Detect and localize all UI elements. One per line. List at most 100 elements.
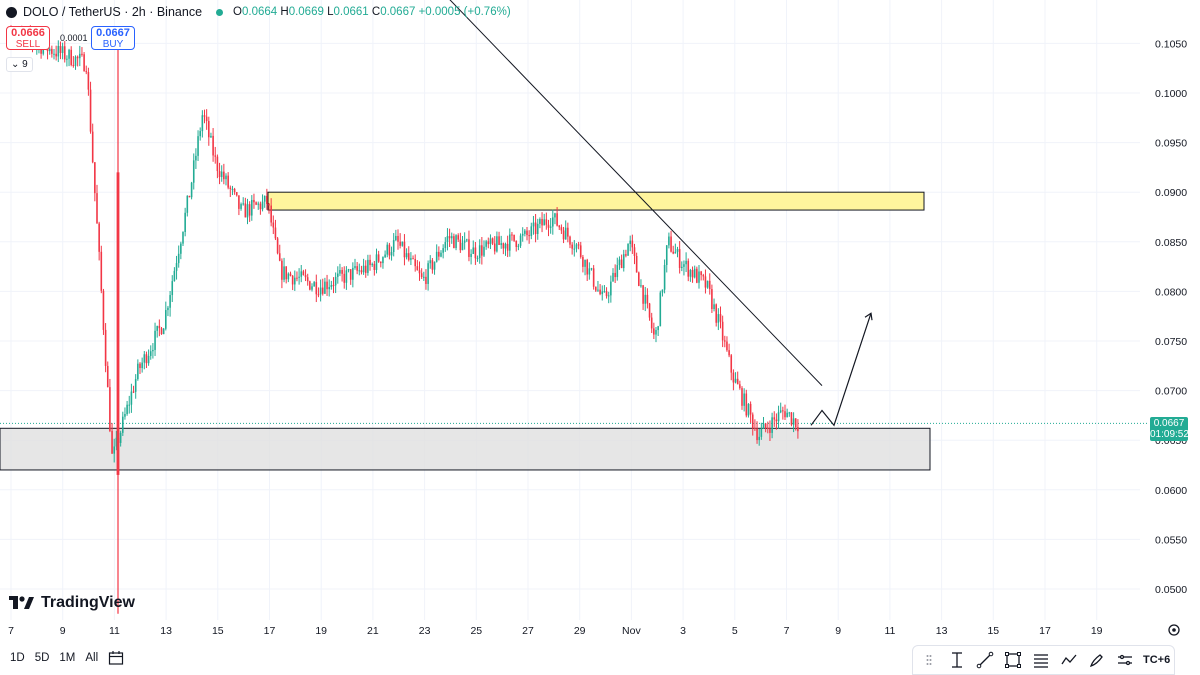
candle	[410, 252, 412, 266]
trend-line-icon[interactable]	[973, 648, 997, 672]
timezone-label[interactable]: TC+6	[1143, 654, 1171, 666]
candle	[681, 261, 683, 272]
last-price-tag: 0.0667 01:09:52	[1150, 417, 1189, 441]
tradingview-logo[interactable]: TradingView	[9, 594, 135, 612]
buy-label: BUY	[102, 39, 124, 50]
brand-name: TradingView	[41, 594, 135, 611]
candle	[104, 323, 107, 373]
candle	[287, 272, 290, 283]
candle	[134, 374, 137, 399]
buy-button[interactable]: 0.0667 BUY	[91, 26, 135, 50]
x-tick-label: 11	[884, 625, 895, 637]
candle	[661, 289, 664, 297]
candle	[635, 252, 638, 273]
candle	[782, 406, 784, 420]
candle	[708, 273, 711, 295]
candle	[689, 268, 692, 282]
candle	[784, 404, 786, 421]
candle	[298, 268, 300, 285]
candle	[96, 184, 98, 224]
range-1d[interactable]: 1D	[10, 652, 25, 664]
rectangle-icon[interactable]	[1001, 648, 1025, 672]
candle	[698, 264, 700, 289]
candle	[711, 284, 713, 313]
candle	[442, 244, 444, 259]
range-all[interactable]: All	[85, 652, 99, 664]
candle	[278, 244, 281, 262]
candle	[633, 243, 636, 265]
candle	[141, 357, 143, 373]
candle	[646, 288, 649, 309]
candle	[248, 201, 251, 222]
candle	[162, 327, 165, 335]
fib-icon[interactable]	[1029, 648, 1053, 672]
calendar-icon[interactable]	[108, 650, 124, 666]
brush-icon[interactable]	[1085, 648, 1109, 672]
candle	[640, 279, 642, 288]
candle	[276, 236, 279, 255]
candle	[552, 209, 554, 235]
bar-countdown: 01:09:52	[1150, 429, 1189, 440]
candle	[195, 148, 197, 169]
drag-handle-icon[interactable]	[917, 648, 941, 672]
support-zone	[0, 427, 931, 471]
candle	[246, 198, 249, 225]
range-1m[interactable]: 1M	[59, 652, 76, 664]
candle	[240, 202, 242, 211]
candle	[405, 248, 408, 260]
measure-icon[interactable]	[1113, 648, 1137, 672]
candle	[470, 249, 472, 265]
candle	[732, 369, 735, 391]
candle	[76, 55, 79, 67]
candle	[575, 243, 578, 253]
path-icon[interactable]	[1057, 648, 1081, 672]
candle	[453, 233, 455, 249]
candle	[751, 412, 754, 436]
candle	[416, 260, 419, 271]
x-tick-label: 15	[212, 625, 224, 637]
candle	[244, 197, 247, 218]
candle	[625, 249, 627, 258]
candle	[115, 430, 118, 451]
candle	[403, 234, 406, 266]
candle	[319, 279, 322, 302]
y-tick-label: 0.0900	[1155, 187, 1187, 199]
indicators-toggle[interactable]: ⌄ 9	[6, 57, 33, 72]
candle	[721, 315, 724, 348]
candle	[560, 224, 563, 234]
candle	[595, 286, 597, 292]
candle	[102, 288, 105, 335]
candle	[169, 290, 171, 317]
candle	[509, 228, 511, 257]
candle	[199, 127, 201, 141]
candle	[657, 325, 659, 337]
market-open-icon	[216, 8, 224, 16]
candle	[468, 230, 470, 262]
candle	[775, 413, 778, 430]
candle	[777, 405, 780, 429]
candle	[330, 280, 333, 290]
candle	[423, 271, 425, 281]
candle	[48, 47, 51, 55]
candle	[152, 343, 154, 359]
settings-icon[interactable]	[1168, 624, 1180, 636]
candle	[790, 412, 793, 427]
sell-button[interactable]: 0.0666 SELL	[6, 26, 50, 50]
candle	[334, 272, 337, 294]
candle	[186, 195, 189, 217]
candle	[145, 351, 148, 369]
candle	[506, 235, 509, 258]
symbol-title[interactable]: DOLO / TetherUS · 2h · Binance	[23, 5, 203, 19]
vertical-line-icon[interactable]	[945, 648, 969, 672]
candle	[263, 195, 266, 208]
candle	[562, 226, 565, 244]
candle	[779, 402, 782, 414]
candle	[590, 267, 593, 271]
range-5d[interactable]: 5D	[34, 652, 50, 664]
candle	[687, 258, 690, 282]
candle	[377, 250, 380, 263]
candle	[504, 242, 507, 256]
candle	[147, 349, 150, 366]
candle	[515, 240, 518, 252]
